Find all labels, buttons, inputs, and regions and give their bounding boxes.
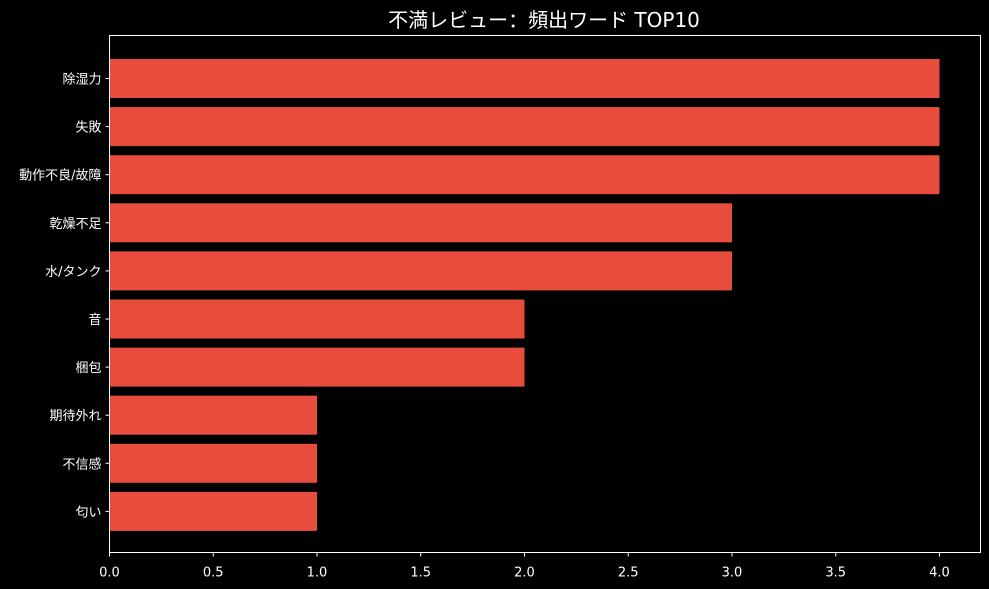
y-tick-label: 動作不良/故障: [19, 168, 101, 184]
bar: [109, 443, 317, 483]
bar: [109, 491, 317, 531]
y-tick-label: 匂い: [75, 505, 101, 520]
bar: [109, 107, 940, 147]
x-tick-label: 2.0: [514, 566, 535, 581]
x-tick-label: 1.0: [307, 566, 328, 581]
y-tick-label: 梱包: [75, 361, 101, 376]
x-tick-label: 1.5: [410, 566, 431, 581]
bar: [109, 155, 940, 195]
bar: [109, 299, 525, 339]
bar: [109, 203, 732, 243]
x-tick-label: 0.0: [99, 566, 120, 581]
y-tick-label: 期待外れ: [49, 409, 101, 424]
y-tick-label: 音: [88, 312, 101, 328]
bar: [109, 59, 940, 98]
chart-title: 不満レビュー：頻出ワード TOP10: [388, 8, 700, 32]
bar: [109, 347, 525, 387]
bar: [109, 395, 317, 435]
x-tick-label: 0.5: [203, 566, 224, 581]
y-tick-label: 水/タンク: [45, 265, 101, 280]
y-tick-label: 不信感: [62, 456, 101, 472]
bar: [109, 251, 732, 291]
y-tick-label: 失敗: [75, 121, 101, 136]
y-tick-label: 除湿力: [62, 73, 101, 88]
bars-group: [109, 59, 940, 531]
x-tick-label: 3.0: [722, 566, 743, 581]
x-tick-label: 3.5: [825, 566, 846, 581]
x-tick-label: 2.5: [618, 566, 639, 581]
y-tick-label: 乾燥不足: [49, 217, 101, 232]
x-tick-label: 4.0: [929, 566, 950, 581]
x-tick-labels: 0.0 0.5 1.0 1.5 2.0 2.5 3.0 3.5 4.0: [99, 552, 950, 581]
plot-frame: [109, 35, 981, 553]
